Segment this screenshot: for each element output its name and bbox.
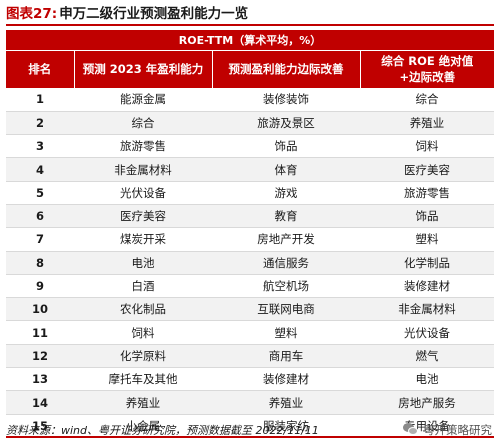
table-row: 2 综合 旅游及景区 养殖业 [6, 111, 495, 136]
rank-cell: 14 [6, 390, 74, 415]
column-header-combined-line1: 综合 ROE 绝对值 [381, 54, 474, 69]
improve-cell: 游戏 [212, 181, 360, 205]
table-row: 5 光伏设备 游戏 旅游零售 [6, 181, 495, 205]
improve-cell: 商用车 [212, 344, 360, 369]
profit-cell: 农化制品 [74, 297, 212, 322]
combined-cell: 养殖业 [360, 111, 495, 136]
rank-cell: 13 [6, 367, 74, 392]
table-row: 14 养殖业 养殖业 房地产服务 [6, 390, 495, 415]
combined-cell: 化学制品 [360, 251, 495, 275]
combined-cell: 医疗美容 [360, 157, 495, 182]
profit-cell: 养殖业 [74, 390, 212, 415]
table-body: 1 能源金属 装修装饰 综合 2 综合 旅游及景区 养殖业 3 旅游零售 饰品 饲料 4 非金属材料 体育医… [6, 88, 495, 439]
improve-cell: 饰品 [212, 134, 360, 159]
wechat-icon [403, 423, 419, 437]
rank-cell: 7 [6, 227, 74, 252]
combined-cell: 房地产服务 [360, 390, 495, 415]
column-header-profit: 预测 2023 年盈利能力 [74, 50, 213, 88]
column-header-improve: 预测盈利能力边际改善 [212, 50, 361, 88]
rank-cell: 11 [6, 320, 74, 345]
improve-cell: 互联网电商 [212, 297, 360, 322]
improve-cell: 航空机场 [212, 274, 360, 299]
profit-cell: 光伏设备 [74, 181, 212, 205]
table-row: 1 能源金属 装修装饰 综合 [6, 88, 495, 112]
improve-cell: 服装家纺 [212, 414, 360, 439]
table-row: 6 医疗美容 教育 饰品 [6, 204, 495, 229]
table-header-row: 排名 预测 2023 年盈利能力 预测盈利能力边际改善 综合 ROE 绝对值 +… [6, 50, 495, 88]
watermark-text: 粤开策略研究 [423, 423, 492, 437]
table-row: 15 小金属 服装家纺 专用设备 [6, 414, 495, 439]
improve-cell: 体育 [212, 157, 360, 182]
improve-cell: 装修装饰 [212, 88, 360, 112]
combined-cell: 电池 [360, 367, 495, 392]
table-row: 12 化学原料 商用车 燃气 [6, 344, 495, 369]
profit-cell: 摩托车及其他 [74, 367, 212, 392]
combined-cell: 综合 [360, 88, 495, 112]
improve-cell: 旅游及景区 [212, 111, 360, 136]
combined-cell: 饰品 [360, 204, 495, 229]
watermark: 粤开策略研究 [403, 419, 492, 441]
profit-cell: 煤炭开采 [74, 227, 212, 252]
combined-cell: 塑料 [360, 227, 495, 252]
profit-cell: 医疗美容 [74, 204, 212, 229]
rank-cell: 8 [6, 251, 74, 275]
rank-cell: 10 [6, 297, 74, 322]
combined-cell: 饲料 [360, 134, 495, 159]
table-row: 9 白酒 航空机场 装修建材 [6, 274, 495, 299]
combined-cell: 燃气 [360, 344, 495, 369]
figure-label: 图表27: [6, 6, 58, 22]
improve-cell: 养殖业 [212, 390, 360, 415]
combined-cell: 光伏设备 [360, 320, 495, 345]
combined-cell: 非金属材料 [360, 297, 495, 322]
rank-cell: 4 [6, 157, 74, 182]
group-header: ROE-TTM（算术平均，%） [6, 30, 495, 51]
table-row: 8 电池 通信服务 化学制品 [6, 251, 495, 275]
table-row: 10 农化制品 互联网电商 非金属材料 [6, 297, 495, 322]
industry-ranking-table: ROE-TTM（算术平均，%） 排名 预测 2023 年盈利能力 预测盈利能力边… [6, 30, 495, 439]
profit-cell: 旅游零售 [74, 134, 212, 159]
figure-title: 图表27: 申万二级行业预测盈利能力一览 [6, 4, 494, 26]
profit-cell: 白酒 [74, 274, 212, 299]
improve-cell: 装修建材 [212, 367, 360, 392]
column-header-combined-line2: +边际改善 [399, 70, 456, 85]
table-row: 4 非金属材料 体育 医疗美容 [6, 157, 495, 182]
improve-cell: 教育 [212, 204, 360, 229]
rank-cell: 12 [6, 344, 74, 369]
source-note: 资料来源：wind、粤开证券研究院，预测数据截至 2022/11/11 [6, 424, 319, 437]
improve-cell: 塑料 [212, 320, 360, 345]
rank-cell: 2 [6, 111, 74, 136]
profit-cell: 综合 [74, 111, 212, 136]
table-row: 7 煤炭开采 房地产开发 塑料 [6, 227, 495, 252]
figure-title-text: 申万二级行业预测盈利能力一览 [59, 6, 249, 22]
profit-cell: 电池 [74, 251, 212, 275]
improve-cell: 通信服务 [212, 251, 360, 275]
rank-cell: 15 [6, 414, 74, 439]
table-row: 13 摩托车及其他 装修建材 电池 [6, 367, 495, 392]
rank-cell: 5 [6, 181, 74, 205]
column-header-rank: 排名 [6, 50, 75, 88]
profit-cell: 小金属 [74, 414, 212, 439]
rank-cell: 6 [6, 204, 74, 229]
profit-cell: 非金属材料 [74, 157, 212, 182]
combined-cell: 装修建材 [360, 274, 495, 299]
profit-cell: 化学原料 [74, 344, 212, 369]
profit-cell: 能源金属 [74, 88, 212, 112]
rank-cell: 9 [6, 274, 74, 299]
rank-cell: 3 [6, 134, 74, 159]
table-row: 3 旅游零售 饰品 饲料 [6, 134, 495, 159]
profit-cell: 饲料 [74, 320, 212, 345]
combined-cell: 旅游零售 [360, 181, 495, 205]
rank-cell: 1 [6, 88, 74, 112]
improve-cell: 房地产开发 [212, 227, 360, 252]
table-row: 11 饲料 塑料 光伏设备 [6, 320, 495, 345]
table-group-header-row: ROE-TTM（算术平均，%） [6, 30, 495, 51]
column-header-combined: 综合 ROE 绝对值 +边际改善 [360, 50, 495, 88]
